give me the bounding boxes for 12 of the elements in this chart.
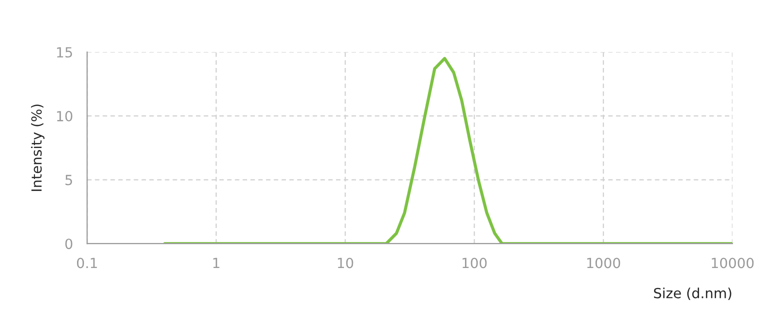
y-axis-title: Intensity (%): [31, 104, 44, 191]
x-tick-label: 100: [462, 258, 487, 268]
y-tick-label: 15: [57, 47, 72, 58]
x-tick-label: 1000: [587, 258, 620, 268]
x-tick-label: 10: [338, 258, 354, 268]
y-tick-label: 0: [65, 238, 72, 250]
x-axis-title: Size (d.nm): [654, 288, 732, 300]
x-tick-label: 1: [213, 258, 220, 268]
x-tick-label: 0.1: [76, 258, 97, 268]
y-tick-label: 5: [65, 174, 72, 186]
x-tick-label: 10000: [712, 258, 754, 268]
y-tick-label: 10: [57, 110, 72, 122]
